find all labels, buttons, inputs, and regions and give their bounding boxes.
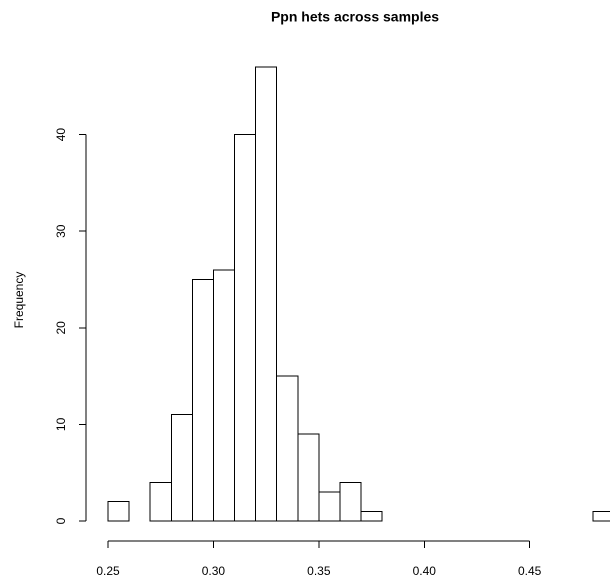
bar [297,433,320,522]
bar [212,269,236,522]
bar [170,414,193,522]
y-tick-label: 0 [54,517,68,524]
bar [339,481,362,522]
bar [255,66,278,522]
bar [107,501,130,522]
bar [360,510,383,522]
x-tick-label: 0.30 [202,564,226,578]
x-tick-label: 0.25 [96,564,120,578]
x-tick-label: 0.45 [518,564,542,578]
y-tick-label: 20 [54,321,68,335]
bar [592,510,610,522]
bar [276,375,299,522]
chart-title: Ppn hets across samples [271,9,439,25]
y-tick-label: 40 [54,128,68,142]
bar [318,491,341,522]
y-tick-label: 10 [54,417,68,431]
bar [234,134,257,522]
x-tick-label: 0.40 [413,564,437,578]
x-tick-label: 0.35 [307,564,331,578]
bar [191,279,214,522]
bar [149,481,172,522]
y-tick-label: 30 [54,224,68,238]
y-axis-label: Frequency [12,272,26,329]
